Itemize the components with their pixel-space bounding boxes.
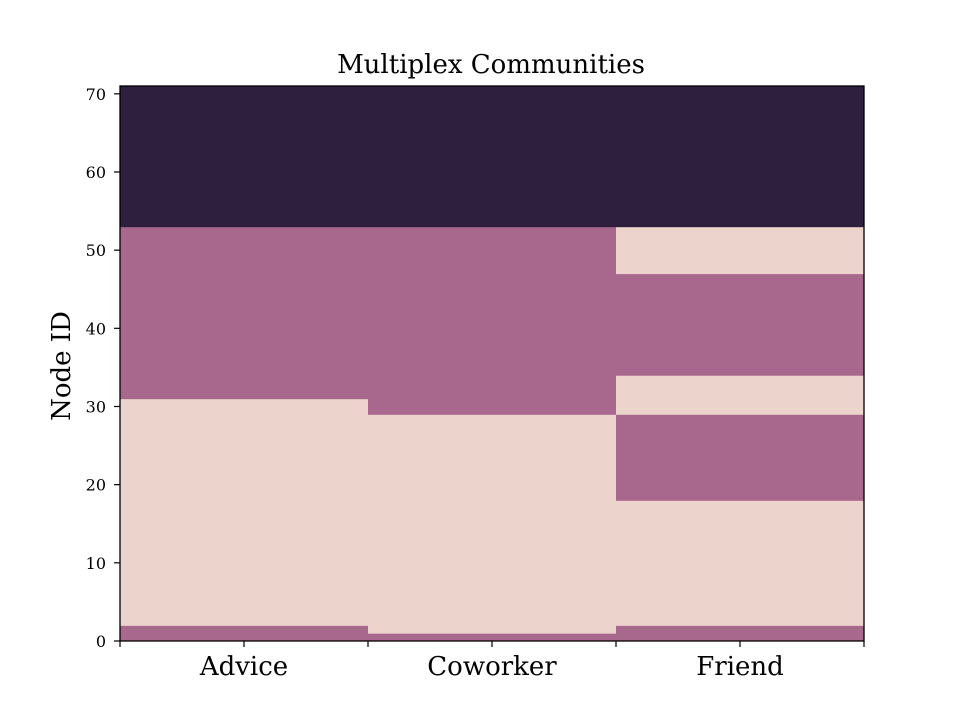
x-tick-label: Advice [199,652,288,682]
y-tick-label: 60 [86,163,106,182]
y-tick-label: 70 [86,85,106,104]
heatmap-cell [616,414,865,501]
heatmap-cell [616,625,865,642]
plot-area [120,86,865,642]
y-axis-label: Node ID [47,311,77,421]
y-tick-label: 40 [86,319,106,338]
heatmap-cell [368,633,617,642]
x-tick-label: Friend [696,652,784,682]
axes: 0 10 20 30 40 50 60 70 Advice Coworker Friend [86,85,865,682]
heatmap-cell [616,226,865,275]
y-tick-label: 50 [86,241,106,260]
heatmap-cell [368,86,617,228]
heatmap-cell [616,375,865,415]
chart-title: Multiplex Communities [337,50,645,80]
heatmap-cell [120,86,369,228]
heatmap-cell [120,625,369,642]
heatmap-cell [368,226,617,415]
heatmap-cell [120,398,369,626]
y-tick-label: 30 [86,397,106,416]
x-tick-label: Coworker [427,652,557,682]
y-tick-label: 0 [96,632,106,651]
heatmap-cell [616,273,865,376]
heatmap-cell [616,86,865,228]
y-tick-label: 10 [86,554,106,573]
heatmap-cell [368,414,617,634]
heatmap-cell [120,226,369,400]
heatmap-cell [616,500,865,626]
y-tick-label: 20 [86,476,106,495]
